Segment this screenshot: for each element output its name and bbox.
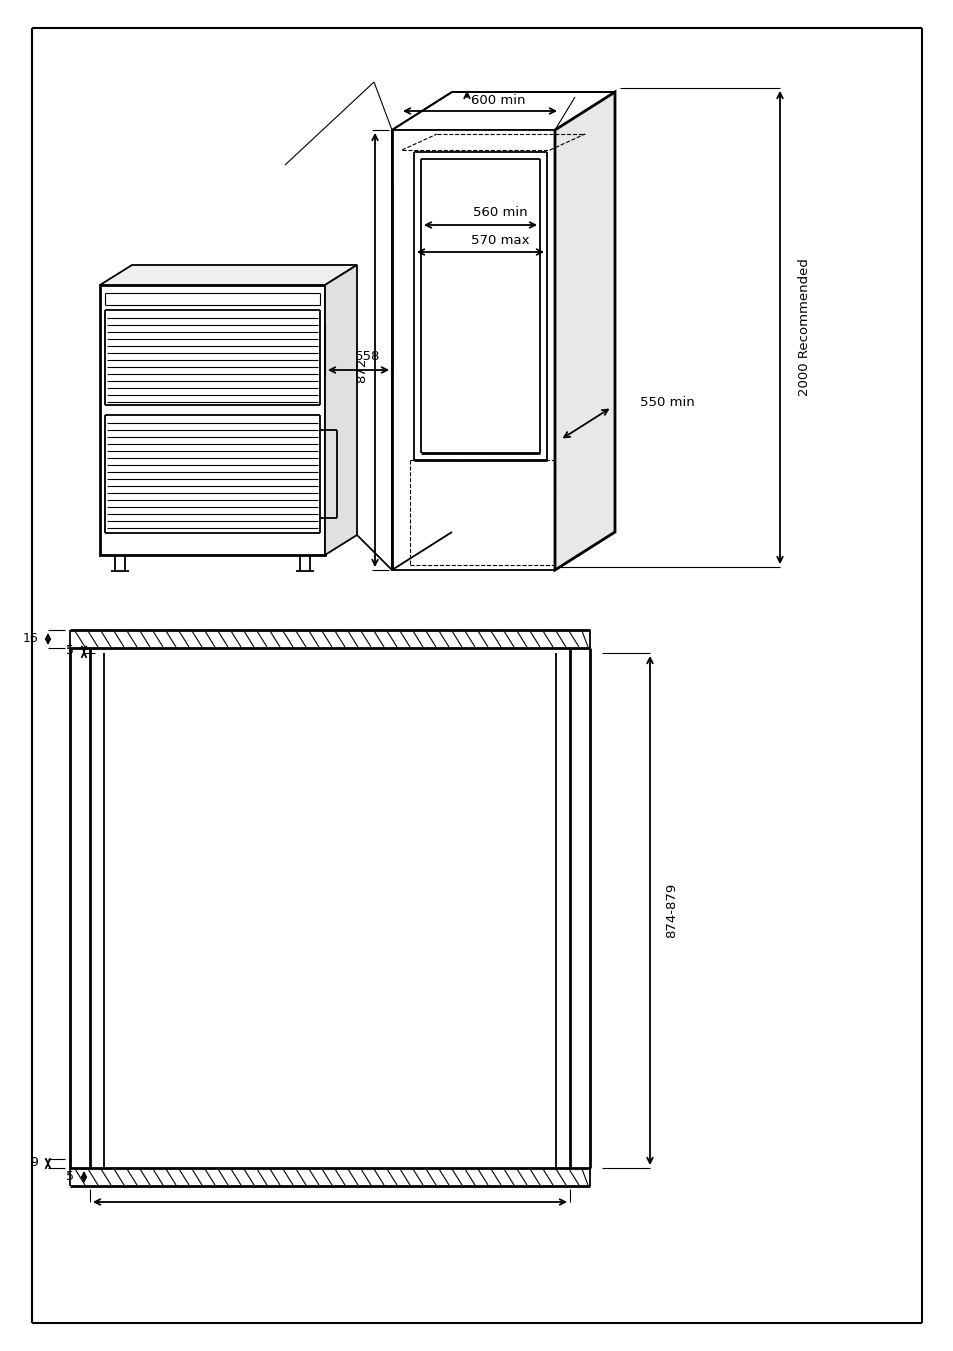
Polygon shape bbox=[325, 265, 356, 555]
Polygon shape bbox=[555, 92, 615, 570]
Text: 570 max: 570 max bbox=[470, 234, 529, 246]
Polygon shape bbox=[100, 265, 356, 285]
Text: 5: 5 bbox=[66, 1170, 74, 1183]
Polygon shape bbox=[392, 130, 555, 570]
Text: 9: 9 bbox=[30, 1156, 38, 1170]
Text: 16: 16 bbox=[22, 632, 38, 646]
Text: 874-879: 874-879 bbox=[665, 882, 678, 938]
Text: 5: 5 bbox=[66, 643, 74, 657]
Polygon shape bbox=[100, 285, 325, 555]
Text: 558: 558 bbox=[355, 350, 380, 362]
Polygon shape bbox=[392, 92, 615, 130]
Text: 872: 872 bbox=[355, 357, 368, 382]
Text: 550 min: 550 min bbox=[639, 396, 694, 408]
Text: 2000 Recommended: 2000 Recommended bbox=[798, 258, 811, 396]
Text: 600 min: 600 min bbox=[470, 95, 525, 108]
Text: 560 min: 560 min bbox=[472, 207, 527, 219]
